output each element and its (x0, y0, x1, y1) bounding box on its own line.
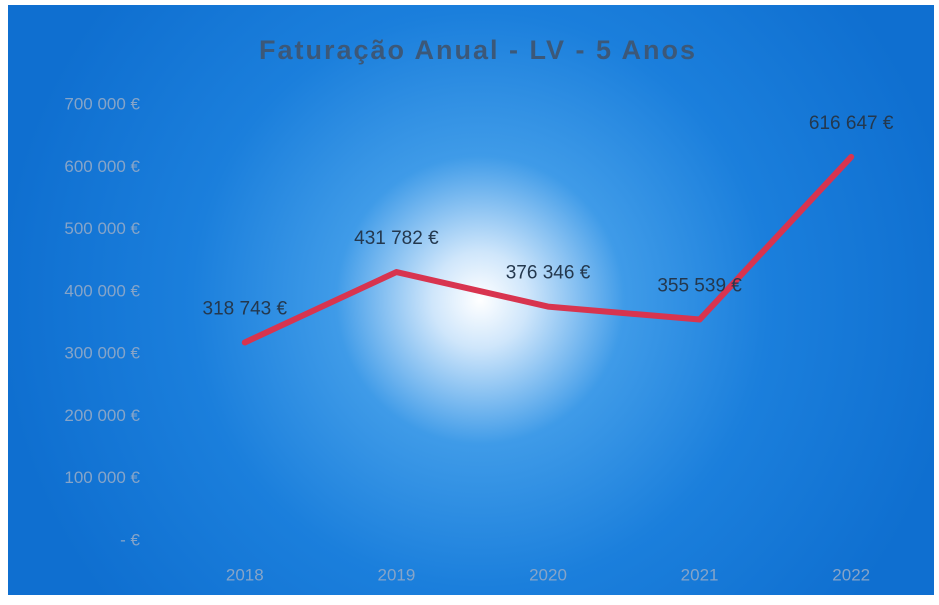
x-tick-label: 2019 (377, 565, 415, 584)
y-tick-label: 600 000 € (64, 157, 140, 176)
y-tick-label: 500 000 € (64, 219, 140, 238)
y-tick-label: - € (120, 530, 140, 549)
y-tick-label: 100 000 € (64, 468, 140, 487)
line-series (241, 153, 855, 346)
y-tick-label: 400 000 € (64, 281, 140, 300)
x-tick-label: 2021 (681, 565, 719, 584)
data-label: 318 743 € (203, 298, 288, 319)
y-tick-label: 700 000 € (64, 94, 140, 113)
x-tick-label: 2022 (832, 565, 870, 584)
data-label: 616 647 € (809, 113, 894, 134)
chart-title: Faturação Anual - LV - 5 Anos (259, 35, 697, 65)
y-tick-label: 300 000 € (64, 344, 140, 363)
x-tick-label: 2020 (529, 565, 567, 584)
data-label: 431 782 € (354, 228, 439, 249)
y-tick-label: 200 000 € (64, 406, 140, 425)
data-label: 376 346 € (506, 263, 591, 284)
background (8, 5, 934, 595)
x-tick-label: 2018 (226, 565, 264, 584)
data-label: 355 539 € (657, 276, 742, 297)
